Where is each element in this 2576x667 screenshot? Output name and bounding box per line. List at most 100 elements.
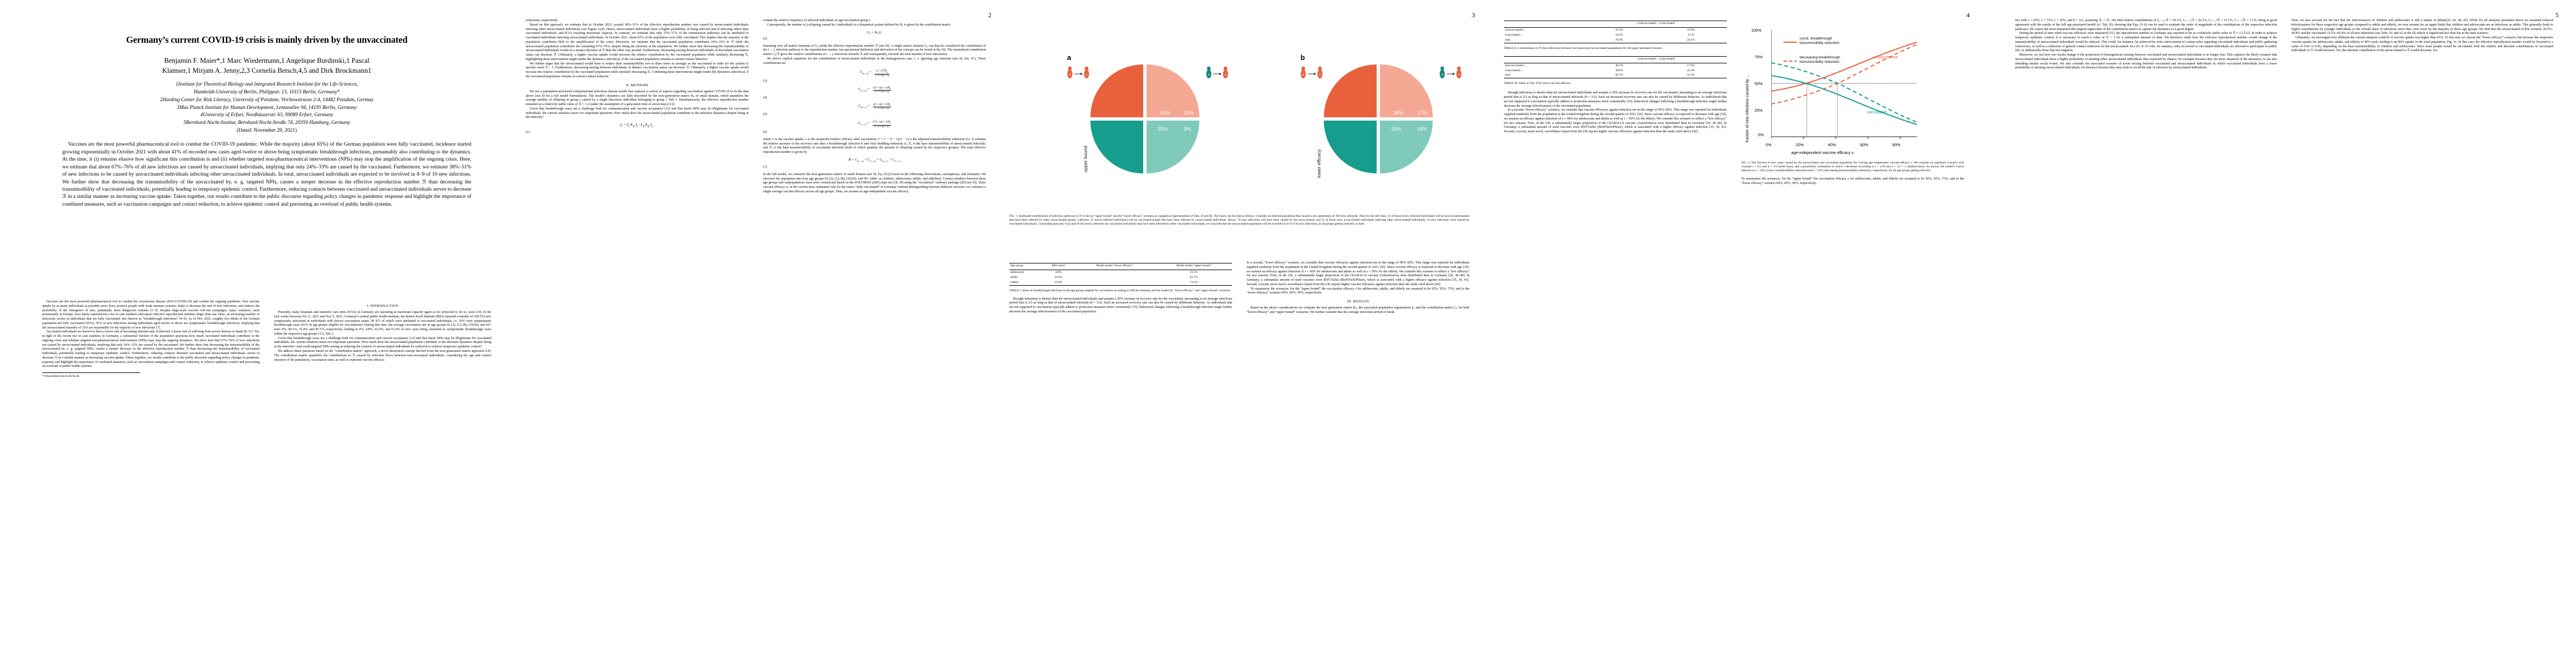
equation-number: (1) bbox=[526, 131, 530, 135]
section-heading-methods: II. METHODS bbox=[626, 83, 649, 87]
cell: 24.1% bbox=[1655, 37, 1727, 43]
author-list: Benjamin F. Maier*,1 Marc Wiedermann,1 A… bbox=[56, 56, 478, 76]
table-row: adults 41.6% 63.7% bbox=[1009, 275, 1232, 280]
affiliation: 1Institute for Theoretical Biology and I… bbox=[175, 81, 358, 87]
fig2-xtick: 40% bbox=[1828, 142, 1836, 147]
figure-2-line-chart: fraction of new infections caused by ...… bbox=[1741, 19, 1925, 158]
fig2-xtick: 0% bbox=[1766, 142, 1772, 147]
equation-7: ℝ = Cu←u + Cv←u + Cu←v + Cv←v. (7) bbox=[763, 158, 986, 170]
fig2-xtick: 80% bbox=[1892, 142, 1901, 147]
cell: 51.5% bbox=[1615, 28, 1623, 32]
cell: 66.7% bbox=[1583, 73, 1655, 79]
page-2: 2 reductions, respectively. Based on thi… bbox=[517, 0, 995, 667]
fig2-xlabel: age-independent vaccine efficacy s bbox=[1791, 150, 1854, 155]
fig2-annotation-unvaccinated: unvaccinated bbox=[1874, 54, 1898, 59]
table-3-caption: TABLE III. Same as Tab. II for lower vac… bbox=[1504, 82, 1571, 86]
figure-1-caption: FIG. 1. Estimated contributions of infec… bbox=[1009, 215, 1469, 226]
paragraph: To summarize the scenarios, for the “upp… bbox=[1247, 287, 1469, 295]
table-row: elderly 61.9% 74.1% bbox=[1009, 280, 1232, 286]
fig2-ylabel: fraction of new infections caused by ... bbox=[1745, 74, 1750, 142]
paragraph: To summarize the scenarios, for the “upp… bbox=[1741, 177, 1964, 185]
page-5-columns: trix with v = 65%, s = 72%, r = 10%, and… bbox=[2006, 19, 2562, 658]
cell: total bbox=[1504, 73, 1583, 79]
figure-2-caption: FIG. 2. The fraction of new cases caused… bbox=[1741, 161, 1964, 172]
pie-chart-b bbox=[1324, 64, 1433, 173]
pie-slice-uu bbox=[1090, 64, 1143, 117]
cell: adults bbox=[1010, 275, 1018, 279]
page-number: 5 bbox=[2555, 11, 2559, 19]
table-row: (v)accinated→ 24.5% 9.1% bbox=[1504, 33, 1727, 38]
equation-3: Cu←u = (1−v)2ℝu 1−v+v(1−s) (3) bbox=[763, 68, 986, 84]
table-1-col-head: Model results “lower efficacy” bbox=[1074, 262, 1155, 268]
pie-slice-vu bbox=[1380, 64, 1433, 117]
affiliation: 4University of Erfurt, Nordhäuserstr. 63… bbox=[200, 112, 333, 118]
affiliation: 2Harding Center for Risk Literacy, Unive… bbox=[160, 96, 373, 102]
fig2-xtick: 60% bbox=[1860, 142, 1869, 147]
cell: (u)nvaccinated→ bbox=[1505, 28, 1526, 32]
equation-number: (2) bbox=[763, 37, 767, 41]
paragraph: Vaccinated individuals are known to have… bbox=[42, 330, 260, 369]
equation-4: Cv←u = v(1−v)(1−s)ℝu 1−v+v(1−s) (4) bbox=[763, 86, 986, 101]
page-1: Germany’s current COVID-19 crisis is mai… bbox=[33, 0, 500, 667]
affiliation: Humboldt-University of Berlin, Philippst… bbox=[193, 89, 340, 95]
table-2-caption: TABLE II. Contributions to ℛ from infect… bbox=[1504, 46, 1662, 50]
fig2-ytick: 100% bbox=[1751, 28, 1762, 33]
pie-chart-a bbox=[1090, 64, 1199, 173]
fig2-legend-entry-2: decreasing breakthrough transmissibility… bbox=[1800, 56, 1840, 64]
paragraph: Moreover, we test how our results change… bbox=[2015, 53, 2277, 70]
page-4-columns: →(u)nvaccinated →(v)accinated (u)nvaccin… bbox=[1495, 19, 1973, 658]
abstract: Vaccines are the most powerful pharmaceu… bbox=[62, 142, 471, 207]
table-2: →(u)nvaccinated →(v)accinated (u)nvaccin… bbox=[1504, 20, 1727, 43]
cell: 74.1% bbox=[1155, 280, 1232, 286]
paragraph: Based on this approach, we estimate that… bbox=[526, 23, 749, 61]
page-4: 4 →(u)nvaccinated →(v)accinated (u)nvacc… bbox=[1495, 0, 1973, 667]
svg-text:u: u bbox=[1085, 73, 1088, 77]
page-2-column-1: reductions, respectively. Based on this … bbox=[526, 19, 749, 658]
equation-body: ŷi = Σj Kij ŷj / Σij Kij ŷj , bbox=[620, 123, 655, 128]
fig2-ytick: 0% bbox=[1758, 132, 1764, 137]
fig2-ytick: 75% bbox=[1755, 54, 1763, 59]
paragraph: We further argue that the unvaccinated w… bbox=[526, 62, 749, 78]
equation-2: Cⱼᵢ = Kⱼᵢ ŷᵢ. (2) bbox=[763, 31, 986, 42]
affiliation: 3Max Planck Institute for Human Developm… bbox=[177, 104, 357, 110]
pie-a-value-uv: 25% bbox=[1158, 126, 1168, 132]
fig2-series-vaccinated-const bbox=[1771, 75, 1917, 125]
cell: 24.5% bbox=[1615, 33, 1623, 37]
page-3-column-1: Age group RKI report Model results “lowe… bbox=[1009, 261, 1232, 661]
table-1-caption: TABLE I. Share of breakthrough infection… bbox=[1009, 288, 1232, 292]
paragraph: In a second, “lower efficacy” scenario, … bbox=[1504, 108, 1727, 134]
svg-text:u: u bbox=[1069, 73, 1071, 77]
cell: 76.0% bbox=[1583, 37, 1655, 43]
fig2-annotation-vaccinated: vaccinated bbox=[1867, 109, 1887, 115]
paragraph: In the full model, we construct the next… bbox=[763, 172, 986, 193]
page-1-column-2: I. INTRODUCTION Presently, many hospital… bbox=[274, 300, 491, 656]
page-number: 3 bbox=[1472, 11, 1475, 19]
author-line-1: Benjamin F. Maier*,1 Marc Wiedermann,1 A… bbox=[164, 56, 370, 64]
cell: 4.8% bbox=[1055, 270, 1062, 274]
page-3-column-2: In a second, “lower efficacy” scenario, … bbox=[1247, 261, 1469, 661]
svg-text:v: v bbox=[1442, 73, 1444, 77]
pie-a-value-uu: 51% bbox=[1160, 110, 1170, 116]
equation-body: Cv←u = v(1−v)(1−s)ℝu 1−v+v(1−s) bbox=[858, 86, 891, 94]
paragraph: Vaccines are the most powerful pharmaceu… bbox=[42, 300, 260, 330]
page-2-column-2: contain the relative frequency of infect… bbox=[763, 19, 986, 658]
cell: 38.1% bbox=[1615, 63, 1623, 67]
page-5-column-2: Next, we also account for the fact that … bbox=[2291, 19, 2553, 658]
cell: 9.1% bbox=[1687, 33, 1695, 37]
icon-vaccinated-to-unvaccinated-b: v u bbox=[1439, 66, 1462, 78]
paragraph: Presently, many hospitals and intensive … bbox=[274, 311, 491, 336]
paragraph: contain the relative frequency of infect… bbox=[763, 19, 871, 22]
table-row: adolescents 4.8% 21.1% bbox=[1009, 270, 1232, 275]
pie-slice-vu bbox=[1147, 64, 1199, 117]
pie-a-value-vu: 15% bbox=[1184, 110, 1194, 116]
page-5-column-1: trix with v = 65%, s = 72%, r = 10%, and… bbox=[2015, 19, 2277, 658]
page-4-column-1: →(u)nvaccinated →(v)accinated (u)nvaccin… bbox=[1504, 19, 1727, 658]
fig2-legend-entry-1: const. breakthrough transmissibility red… bbox=[1800, 37, 1840, 46]
paragraph: Ultimately, we investigate how different… bbox=[2291, 36, 2553, 53]
equation-body: Cu←u = (1−v)2ℝu 1−v+v(1−s) bbox=[860, 68, 889, 77]
paragraph: through infections is shorter than for u… bbox=[1009, 297, 1232, 313]
cell: 15.0% bbox=[1687, 28, 1695, 32]
paragraph: In a second, “lower efficacy” scenario, … bbox=[1247, 261, 1469, 286]
panel-label-a: a bbox=[1067, 53, 1072, 62]
cell: (v)accinated→ bbox=[1505, 33, 1523, 37]
